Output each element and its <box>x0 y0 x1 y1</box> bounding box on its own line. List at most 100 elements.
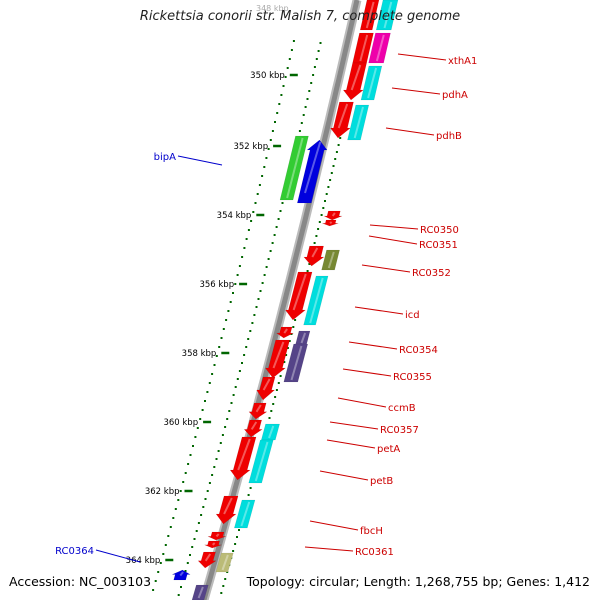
gc-dot <box>222 328 225 330</box>
gene-feature[interactable] <box>233 499 256 529</box>
gene-label-rc0364[interactable]: RC0364 <box>55 546 94 557</box>
gc-dot <box>271 242 274 244</box>
gene-label-leader <box>329 421 379 430</box>
gene-label-rc0361[interactable]: RC0361 <box>355 547 394 558</box>
gc-dot <box>221 434 224 436</box>
gene-label-petb[interactable]: petB <box>370 476 393 487</box>
gc-dot <box>197 522 200 524</box>
gene-feature[interactable] <box>243 419 264 438</box>
gene-label-rc0357[interactable]: RC0357 <box>380 425 419 436</box>
gc-dot <box>234 543 237 545</box>
gc-dot <box>201 409 204 411</box>
gene-feature[interactable] <box>172 569 192 581</box>
gene-label-rc0351[interactable]: RC0351 <box>419 240 458 251</box>
gc-dot <box>195 530 198 532</box>
gene-feature[interactable] <box>303 245 325 267</box>
gene-feature-highlight <box>221 554 229 571</box>
gc-dot <box>288 58 291 60</box>
gene-label-pdhb[interactable]: pdhB <box>436 131 462 142</box>
gene-label-leader <box>397 53 447 61</box>
gene-label-rc0352[interactable]: RC0352 <box>412 268 451 279</box>
gc-dot <box>224 578 227 580</box>
gene-feature-highlight <box>327 251 335 269</box>
gc-dot <box>335 151 338 153</box>
gene-feature-highlight <box>290 345 303 381</box>
gene-feature[interactable] <box>283 343 309 383</box>
gene-feature[interactable] <box>284 271 313 321</box>
gc-dot <box>208 482 211 484</box>
gene-feature-highlight <box>179 571 184 577</box>
gc-dot <box>279 375 282 377</box>
gene-feature[interactable] <box>279 135 309 201</box>
gene-label-fbch[interactable]: fbcH <box>360 526 383 537</box>
gene-label-rc0355[interactable]: RC0355 <box>393 372 432 383</box>
gc-dot <box>162 553 165 555</box>
gene-label-ccmb[interactable]: ccmB <box>388 403 416 414</box>
gene-feature[interactable] <box>360 65 383 101</box>
gene-feature[interactable] <box>264 339 291 379</box>
gc-dot <box>199 418 202 420</box>
gene-feature[interactable] <box>248 402 268 420</box>
gc-dot <box>317 228 320 230</box>
gc-dot <box>234 386 237 388</box>
gene-feature[interactable] <box>323 210 343 221</box>
gene-feature[interactable] <box>260 423 280 441</box>
gc-dot <box>217 450 220 452</box>
gene-feature-highlight <box>304 141 322 194</box>
gene-feature[interactable] <box>215 552 234 573</box>
gc-dot <box>304 106 307 108</box>
gene-feature[interactable] <box>347 104 370 141</box>
gene-feature[interactable] <box>342 62 367 101</box>
gc-dot <box>247 338 250 340</box>
gc-dot <box>157 571 160 573</box>
gene-label-rc0354[interactable]: RC0354 <box>399 345 438 356</box>
gene-label-peta[interactable]: petA <box>377 444 400 455</box>
gene-feature[interactable] <box>207 531 226 541</box>
gene-label-leader <box>319 470 369 481</box>
gc-dot <box>288 340 291 342</box>
gc-dot <box>220 337 223 339</box>
gc-dot <box>337 144 340 146</box>
gene-feature[interactable] <box>215 495 239 525</box>
gene-label-pdha[interactable]: pdhA <box>442 90 468 101</box>
gene-feature[interactable] <box>322 219 339 227</box>
gene-label-rc0350[interactable]: RC0350 <box>420 225 459 236</box>
gc-dot <box>250 220 253 222</box>
gc-dot <box>229 301 232 303</box>
gene-label-icd[interactable]: icd <box>405 310 420 321</box>
gc-dot <box>263 274 266 276</box>
gene-feature[interactable] <box>303 275 329 326</box>
gene-feature-highlight <box>240 501 251 527</box>
gene-label-leader <box>385 127 435 136</box>
gene-feature[interactable] <box>375 0 399 31</box>
gc-dot <box>269 139 272 141</box>
gene-label-leader <box>309 520 359 531</box>
gc-dot <box>318 221 321 223</box>
gene-feature[interactable] <box>229 436 257 481</box>
gene-feature[interactable] <box>329 101 354 139</box>
scale-tick-label: 360 kbp <box>163 418 198 428</box>
gc-dot <box>211 373 214 375</box>
gc-dot <box>225 319 228 321</box>
gc-dot <box>306 270 309 272</box>
gene-feature[interactable] <box>248 439 274 484</box>
gc-dot <box>294 319 297 321</box>
gene-feature[interactable] <box>359 0 380 31</box>
gene-feature[interactable] <box>197 551 217 569</box>
gene-label-leader <box>177 155 223 166</box>
gene-feature[interactable] <box>368 32 391 64</box>
gene-feature[interactable] <box>321 249 340 271</box>
gc-dot <box>258 184 261 186</box>
gc-dot <box>315 58 318 60</box>
gc-dot <box>245 238 248 240</box>
gene-feature[interactable] <box>204 540 222 549</box>
gene-label-xtha1[interactable]: xthA1 <box>448 56 477 67</box>
gene-feature[interactable] <box>296 139 328 204</box>
gene-feature[interactable] <box>256 376 276 401</box>
gene-feature-highlight <box>212 542 216 546</box>
gene-label-bipa[interactable]: bipA <box>154 152 176 163</box>
gc-dot <box>263 166 266 168</box>
gene-feature[interactable] <box>275 326 294 339</box>
gene-feature-highlight <box>268 425 275 439</box>
